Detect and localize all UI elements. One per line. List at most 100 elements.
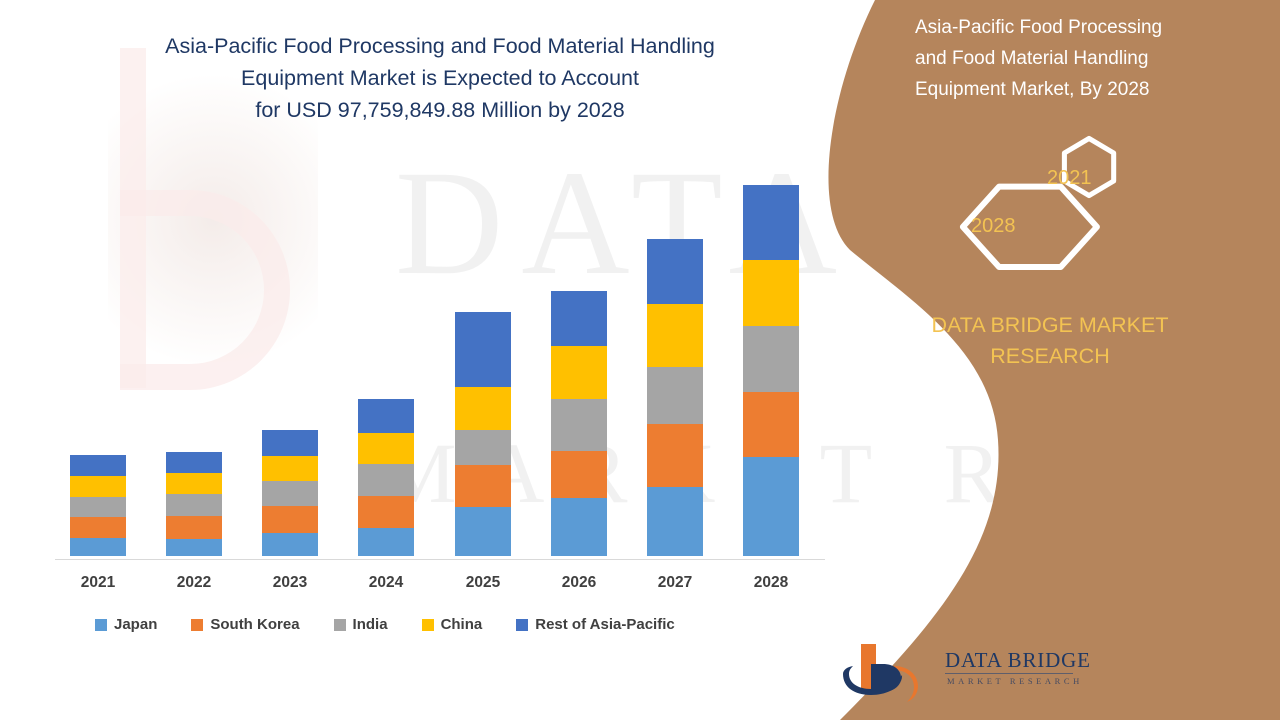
- legend-label: South Korea: [210, 616, 300, 633]
- bar-segment-2023-india[interactable]: [262, 481, 318, 507]
- bar-2028[interactable]: [743, 185, 799, 556]
- legend-swatch-icon: [95, 618, 107, 631]
- bar-segment-2026-rest-of-asia-pacific[interactable]: [551, 291, 607, 347]
- bar-segment-2028-rest-of-asia-pacific[interactable]: [743, 185, 799, 261]
- bar-segment-2022-south-korea[interactable]: [166, 516, 222, 539]
- bar-segment-2028-china[interactable]: [743, 260, 799, 327]
- x-axis-label-2024: 2024: [368, 574, 404, 591]
- bar-segment-2028-india[interactable]: [743, 326, 799, 393]
- bar-segment-2027-japan[interactable]: [647, 487, 703, 556]
- bar-segment-2022-india[interactable]: [166, 494, 222, 517]
- x-axis-label-2027: 2027: [657, 574, 693, 591]
- company-logo: DATA BRIDGE MARKET RESEARCH: [835, 640, 1090, 706]
- brand-panel-content: Asia-Pacific Food Processing and Food Ma…: [820, 0, 1280, 720]
- brand-name-line-1: DATA BRIDGE MARKET: [931, 313, 1169, 337]
- x-axis-label-2025: 2025: [465, 574, 501, 591]
- bar-segment-2022-rest-of-asia-pacific[interactable]: [166, 452, 222, 474]
- x-axis-label-2023: 2023: [272, 574, 308, 591]
- bar-segment-2024-china[interactable]: [358, 433, 414, 465]
- bar-segment-2021-rest-of-asia-pacific[interactable]: [70, 455, 126, 477]
- bar-segment-2024-japan[interactable]: [358, 528, 414, 556]
- bar-segment-2021-japan[interactable]: [70, 538, 126, 556]
- legend-swatch-icon: [421, 618, 434, 631]
- brand-panel-shape: [828, 0, 1280, 720]
- bar-segment-2023-south-korea[interactable]: [262, 506, 318, 534]
- bar-segment-2024-rest-of-asia-pacific[interactable]: [358, 399, 414, 434]
- bar-2026[interactable]: [551, 291, 607, 556]
- x-axis-line: [55, 559, 825, 560]
- legend-item-india[interactable]: India: [333, 616, 388, 633]
- bar-segment-2025-india[interactable]: [455, 430, 511, 466]
- x-axis-labels: 2021 2022 2023 2024 2025 2026 2027 2028: [55, 574, 825, 600]
- bar-segment-2026-india[interactable]: [551, 399, 607, 452]
- bar-segment-2026-south-korea[interactable]: [551, 451, 607, 499]
- bar-segment-2028-south-korea[interactable]: [743, 392, 799, 458]
- chart-plot-area: [55, 150, 825, 560]
- bar-segment-2026-china[interactable]: [551, 346, 607, 400]
- bar-2022[interactable]: [166, 452, 222, 556]
- bar-segment-2021-south-korea[interactable]: [70, 517, 126, 539]
- bar-2023[interactable]: [262, 430, 318, 556]
- chart-legend: Japan South Korea India China Rest of Asia-P…: [95, 616, 709, 633]
- bar-segment-2021-china[interactable]: [70, 476, 126, 498]
- bar-segment-2024-india[interactable]: [358, 464, 414, 497]
- chart-title-line-1: Asia-Pacific Food Processing and Food Ma…: [165, 34, 715, 58]
- legend-item-rest-of-asia-pacific[interactable]: Rest of Asia-Pacific: [516, 616, 675, 633]
- bar-segment-2027-india[interactable]: [647, 367, 703, 425]
- chart-title-line-3: for USD 97,759,849.88 Million by 2028: [255, 98, 625, 122]
- bar-segment-2025-china[interactable]: [455, 387, 511, 431]
- brand-title-line-3: Equipment Market, By 2028: [915, 79, 1150, 100]
- chart-title-line-2: Equipment Market is Expected to Account: [241, 66, 639, 90]
- legend-swatch-icon: [191, 618, 204, 631]
- bar-2021[interactable]: [70, 455, 126, 556]
- bar-segment-2025-rest-of-asia-pacific[interactable]: [455, 312, 511, 388]
- hexagon-badges: 2021 2028: [930, 125, 1150, 285]
- legend-swatch-icon: [516, 618, 529, 631]
- bar-segment-2024-south-korea[interactable]: [358, 496, 414, 528]
- legend-item-japan[interactable]: Japan: [95, 616, 157, 633]
- bar-segment-2027-rest-of-asia-pacific[interactable]: [647, 239, 703, 305]
- bar-segment-2023-china[interactable]: [262, 456, 318, 482]
- x-axis-label-2026: 2026: [561, 574, 597, 591]
- bar-segment-2023-rest-of-asia-pacific[interactable]: [262, 430, 318, 457]
- brand-title-line-1: Asia-Pacific Food Processing: [915, 17, 1163, 38]
- x-axis-label-2021: 2021: [80, 574, 116, 591]
- bar-segment-2027-china[interactable]: [647, 304, 703, 368]
- logo-divider: [945, 673, 1073, 674]
- logo-tagline: MARKET RESEARCH: [947, 676, 1083, 686]
- bar-2025[interactable]: [455, 312, 511, 556]
- bar-2027[interactable]: [647, 239, 703, 556]
- legend-label: India: [352, 616, 388, 633]
- hexagon-year-2028: 2028: [971, 215, 1016, 237]
- bar-segment-2025-south-korea[interactable]: [455, 465, 511, 508]
- hexagon-year-2021: 2021: [1047, 167, 1092, 189]
- bar-segment-2023-japan[interactable]: [262, 533, 318, 556]
- brand-title-line-2: and Food Material Handling: [915, 48, 1149, 69]
- bar-segment-2022-japan[interactable]: [166, 539, 222, 556]
- legend-swatch-icon: [333, 618, 346, 631]
- brand-name-line-2: RESEARCH: [990, 344, 1110, 368]
- bar-2024[interactable]: [358, 399, 414, 556]
- chart-title: Asia-Pacific Food Processing and Food Ma…: [60, 30, 820, 126]
- chart-panel: Asia-Pacific Food Processing and Food Ma…: [55, 30, 825, 633]
- legend-item-china[interactable]: China: [421, 616, 483, 633]
- logo-wordmark: DATA BRIDGE: [945, 648, 1091, 672]
- bar-segment-2021-india[interactable]: [70, 497, 126, 518]
- x-axis-label-2022: 2022: [176, 574, 212, 591]
- brand-panel-title: Asia-Pacific Food Processing and Food Ma…: [915, 12, 1255, 105]
- bar-segment-2028-japan[interactable]: [743, 457, 799, 556]
- legend-item-south-korea[interactable]: South Korea: [191, 616, 300, 633]
- databridge-logo-icon: [843, 644, 918, 702]
- x-axis-label-2028: 2028: [753, 574, 789, 591]
- bar-segment-2027-south-korea[interactable]: [647, 424, 703, 488]
- brand-panel: Asia-Pacific Food Processing and Food Ma…: [820, 0, 1280, 720]
- bar-segment-2022-china[interactable]: [166, 473, 222, 495]
- brand-name: DATA BRIDGE MARKET RESEARCH: [850, 310, 1250, 372]
- bar-segment-2025-japan[interactable]: [455, 507, 511, 556]
- legend-label: China: [440, 616, 483, 633]
- bar-segment-2026-japan[interactable]: [551, 498, 607, 556]
- legend-label: Rest of Asia-Pacific: [535, 616, 675, 633]
- hexagon-outlines-icon: [959, 135, 1117, 271]
- legend-label: Japan: [114, 616, 158, 633]
